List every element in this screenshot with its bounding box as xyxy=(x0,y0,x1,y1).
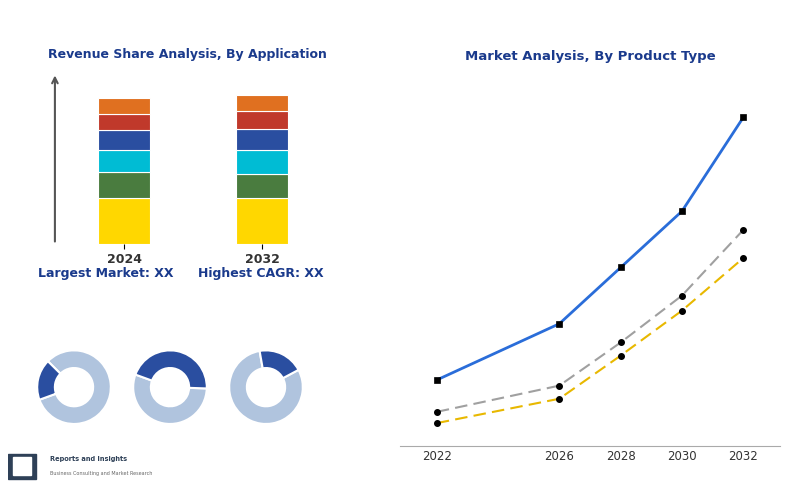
FancyBboxPatch shape xyxy=(8,454,36,479)
Bar xyxy=(236,129,289,150)
Wedge shape xyxy=(134,375,206,424)
Text: Highest CAGR: XX: Highest CAGR: XX xyxy=(198,267,324,280)
FancyBboxPatch shape xyxy=(13,457,31,475)
Bar xyxy=(236,111,289,129)
Text: Business Consulting and Market Research: Business Consulting and Market Research xyxy=(50,471,153,476)
Text: Largest Market: XX: Largest Market: XX xyxy=(38,267,174,280)
Text: GLOBAL DISPERSANT POLYMERS MARKET SEGMENT ANALYSIS: GLOBAL DISPERSANT POLYMERS MARKET SEGMEN… xyxy=(12,22,522,37)
Text: Reports and Insights: Reports and Insights xyxy=(50,456,127,462)
Bar xyxy=(98,131,150,150)
Wedge shape xyxy=(38,361,61,400)
Title: Market Analysis, By Product Type: Market Analysis, By Product Type xyxy=(465,50,715,62)
Text: Revenue Share Analysis, By Application: Revenue Share Analysis, By Application xyxy=(48,49,327,61)
Wedge shape xyxy=(39,350,110,424)
Bar xyxy=(98,98,150,114)
Wedge shape xyxy=(260,350,298,378)
Bar xyxy=(236,198,289,244)
Wedge shape xyxy=(135,350,206,389)
Bar xyxy=(236,174,289,198)
Bar xyxy=(98,172,150,198)
Bar xyxy=(98,114,150,131)
Bar xyxy=(98,198,150,244)
Bar xyxy=(236,150,289,174)
Wedge shape xyxy=(230,351,302,424)
Bar xyxy=(236,95,289,111)
Bar xyxy=(98,150,150,172)
